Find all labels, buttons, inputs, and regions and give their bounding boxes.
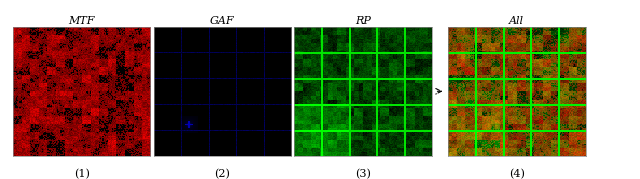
Text: (4): (4) <box>509 169 525 179</box>
Text: (1): (1) <box>74 169 90 179</box>
Title: All: All <box>509 16 524 26</box>
Title: RP: RP <box>355 16 371 26</box>
Text: (2): (2) <box>214 169 230 179</box>
Title: MTF: MTF <box>68 16 95 26</box>
Title: GAF: GAF <box>210 16 235 26</box>
Text: (3): (3) <box>355 169 371 179</box>
